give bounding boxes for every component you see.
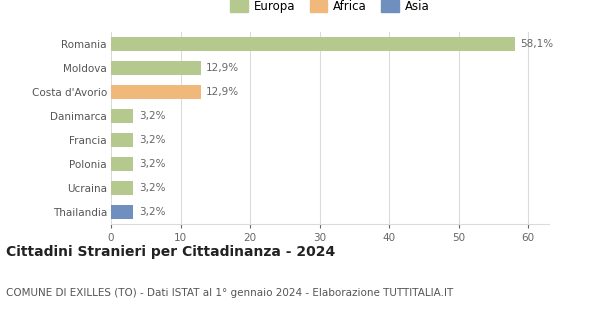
- Legend: Europa, Africa, Asia: Europa, Africa, Asia: [227, 0, 433, 17]
- Bar: [111, 180, 133, 196]
- Text: 3,2%: 3,2%: [139, 135, 166, 145]
- Bar: [111, 132, 133, 148]
- Bar: [111, 36, 515, 52]
- Bar: [111, 108, 133, 124]
- Text: 58,1%: 58,1%: [520, 39, 554, 49]
- Text: Cittadini Stranieri per Cittadinanza - 2024: Cittadini Stranieri per Cittadinanza - 2…: [6, 245, 335, 259]
- Text: COMUNE DI EXILLES (TO) - Dati ISTAT al 1° gennaio 2024 - Elaborazione TUTTITALIA: COMUNE DI EXILLES (TO) - Dati ISTAT al 1…: [6, 288, 453, 298]
- Bar: [111, 60, 200, 76]
- Text: 3,2%: 3,2%: [139, 207, 166, 217]
- Text: 3,2%: 3,2%: [139, 111, 166, 121]
- Bar: [111, 204, 133, 220]
- Text: 12,9%: 12,9%: [206, 63, 239, 73]
- Bar: [111, 156, 133, 172]
- Bar: [111, 84, 200, 100]
- Text: 12,9%: 12,9%: [206, 87, 239, 97]
- Text: 3,2%: 3,2%: [139, 159, 166, 169]
- Text: 3,2%: 3,2%: [139, 183, 166, 193]
